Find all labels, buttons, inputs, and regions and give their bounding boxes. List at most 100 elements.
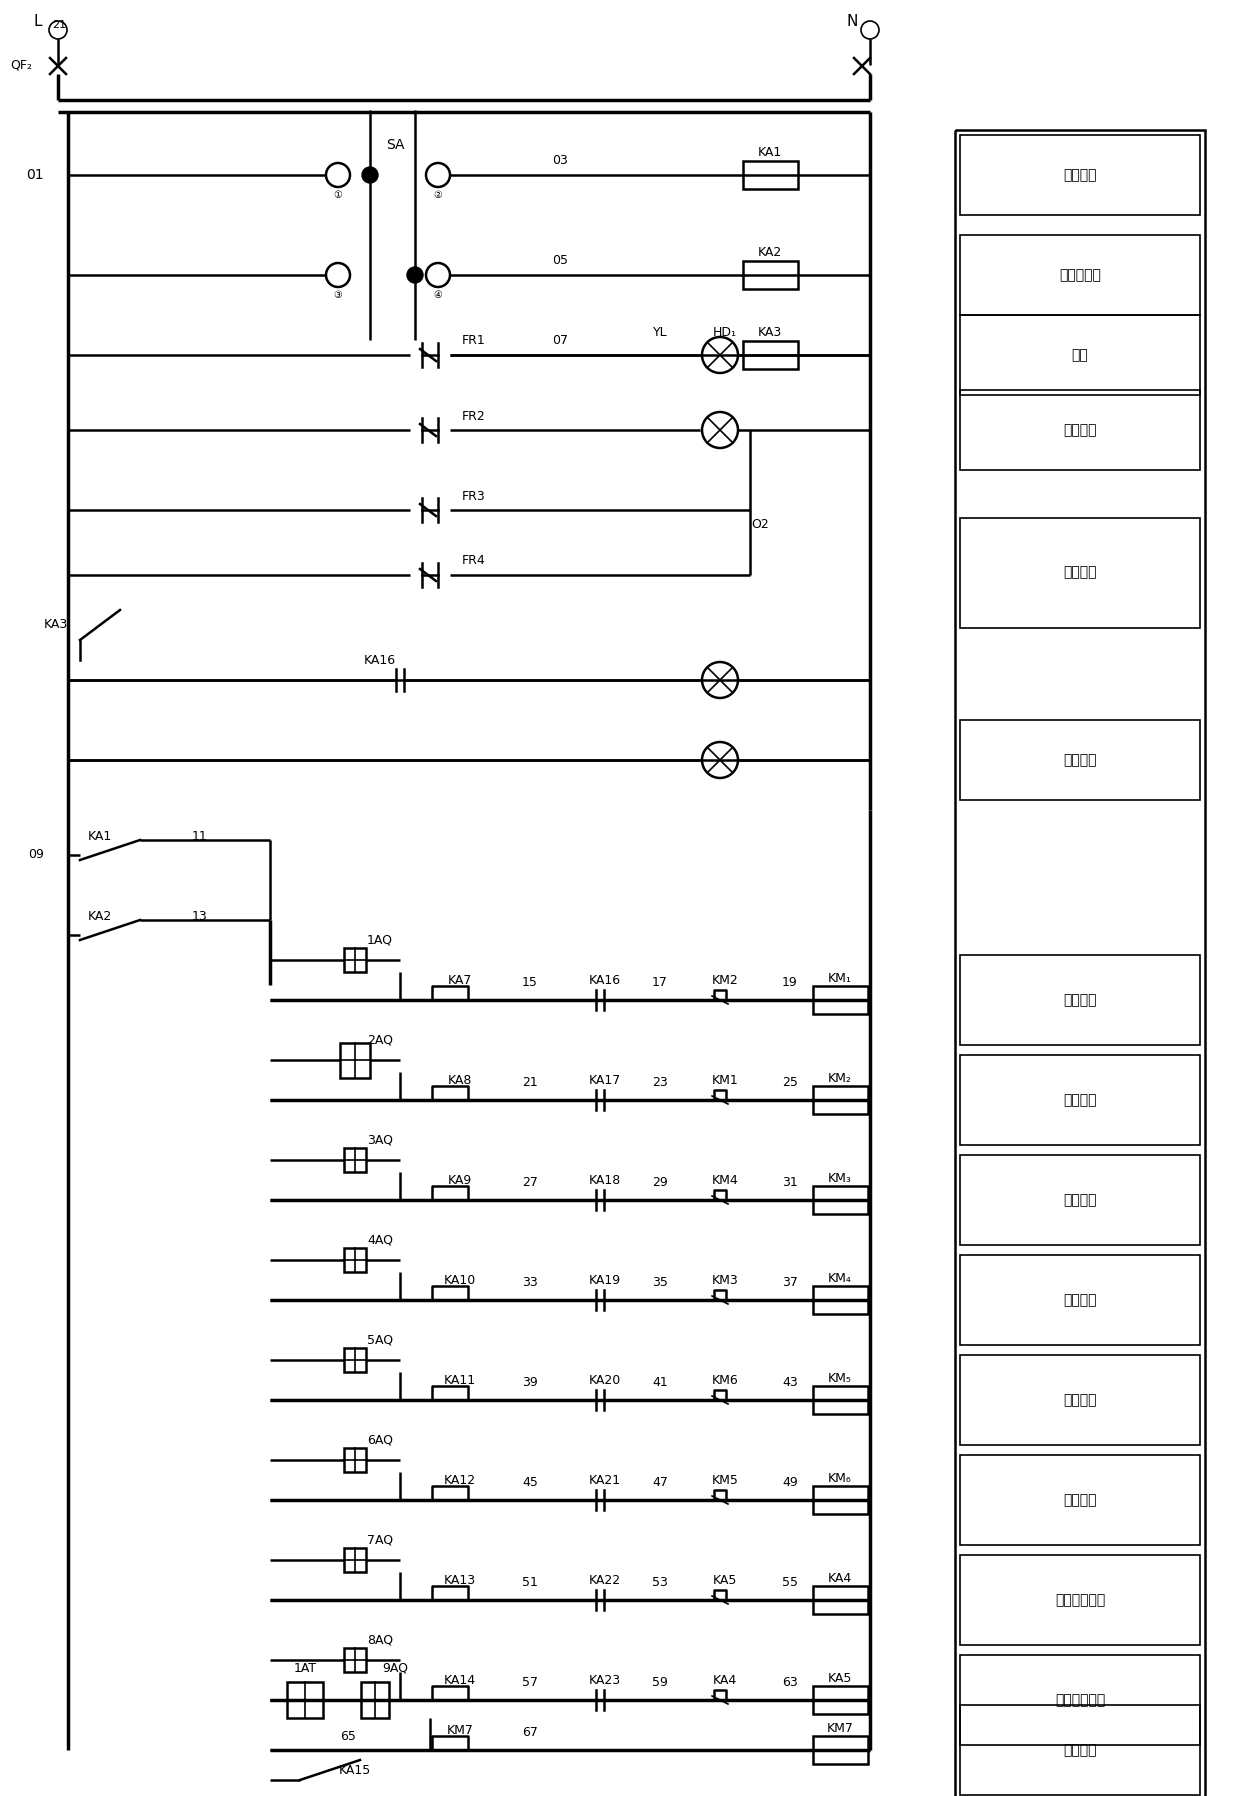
Text: KA4: KA4 <box>828 1572 852 1584</box>
Text: 37: 37 <box>782 1275 797 1288</box>
Bar <box>812 1586 868 1615</box>
Bar <box>960 517 1200 627</box>
Text: KM₄: KM₄ <box>828 1272 852 1284</box>
Text: 07: 07 <box>552 334 568 347</box>
Text: 51: 51 <box>522 1575 538 1588</box>
Text: 触摸屏操作: 触摸屏操作 <box>1059 268 1101 282</box>
Text: 67: 67 <box>522 1726 538 1739</box>
Text: 夹紧运行: 夹紧运行 <box>1063 1394 1096 1406</box>
Text: ④: ④ <box>434 289 443 300</box>
Bar <box>343 1448 366 1473</box>
Bar <box>812 986 868 1015</box>
Text: KA4: KA4 <box>713 1674 737 1686</box>
Text: KM₅: KM₅ <box>828 1372 852 1385</box>
Bar <box>960 1354 1200 1446</box>
Bar <box>286 1683 322 1719</box>
Bar <box>960 135 1200 216</box>
Text: 17: 17 <box>652 975 668 988</box>
Text: KM4: KM4 <box>712 1173 738 1187</box>
Text: 03: 03 <box>552 154 568 167</box>
Text: 缸头伸出运行: 缸头伸出运行 <box>1055 1593 1105 1607</box>
Text: 故障: 故障 <box>1071 348 1089 363</box>
Bar <box>343 1649 366 1672</box>
Bar <box>343 1148 366 1173</box>
Text: KA15: KA15 <box>339 1764 371 1776</box>
Bar <box>960 314 1200 395</box>
Text: 21: 21 <box>52 20 66 31</box>
Text: KA2: KA2 <box>758 246 782 259</box>
Text: KA19: KA19 <box>589 1273 621 1286</box>
Bar <box>955 129 1205 1796</box>
Text: KA5: KA5 <box>828 1672 852 1685</box>
Bar <box>960 235 1200 314</box>
Text: 25: 25 <box>782 1076 797 1088</box>
Bar <box>340 1042 370 1078</box>
Text: 设备运行: 设备运行 <box>1063 566 1096 580</box>
Text: 向上运行: 向上运行 <box>1063 1094 1096 1106</box>
Bar <box>960 1455 1200 1545</box>
Text: 7AQ: 7AQ <box>367 1534 393 1546</box>
Text: 59: 59 <box>652 1676 668 1688</box>
Text: FR4: FR4 <box>463 555 486 568</box>
Bar <box>743 162 797 189</box>
Circle shape <box>407 268 423 284</box>
Text: KM₁: KM₁ <box>828 972 852 984</box>
Text: 1AQ: 1AQ <box>367 934 393 946</box>
Text: 油泵运行: 油泵运行 <box>1063 1742 1096 1756</box>
Text: 55: 55 <box>782 1575 799 1588</box>
Text: KM₃: KM₃ <box>828 1171 852 1185</box>
Bar <box>960 955 1200 1045</box>
Text: FR3: FR3 <box>463 490 486 503</box>
Text: KM₂: KM₂ <box>828 1072 852 1085</box>
Text: 33: 33 <box>522 1275 538 1288</box>
Bar <box>343 1248 366 1272</box>
Text: 21: 21 <box>522 1076 538 1088</box>
Text: O2: O2 <box>751 517 769 530</box>
Bar <box>960 1555 1200 1645</box>
Text: 39: 39 <box>522 1376 538 1388</box>
Text: 电源指示: 电源指示 <box>1063 753 1096 767</box>
Text: 35: 35 <box>652 1275 668 1288</box>
Text: SA: SA <box>386 138 404 153</box>
Bar <box>343 948 366 972</box>
Bar <box>743 260 797 289</box>
Text: 27: 27 <box>522 1176 538 1189</box>
Bar <box>960 720 1200 799</box>
Text: KA13: KA13 <box>444 1573 476 1586</box>
Bar <box>960 1704 1200 1794</box>
Text: 11: 11 <box>192 830 208 844</box>
Text: 09: 09 <box>29 848 43 862</box>
Bar <box>812 1387 868 1413</box>
Bar <box>343 1349 366 1372</box>
Text: ③: ③ <box>334 289 342 300</box>
Text: KA11: KA11 <box>444 1374 476 1387</box>
Text: 29: 29 <box>652 1176 668 1189</box>
Text: N: N <box>847 14 858 29</box>
Text: KA12: KA12 <box>444 1473 476 1487</box>
Text: KA9: KA9 <box>448 1173 472 1187</box>
Text: KM6: KM6 <box>712 1374 738 1387</box>
Text: 故障指示: 故障指示 <box>1063 424 1096 436</box>
Text: 53: 53 <box>652 1575 668 1588</box>
Text: 向后运行: 向后运行 <box>1063 1293 1096 1307</box>
Text: L: L <box>33 14 42 29</box>
Text: 5AQ: 5AQ <box>367 1333 393 1347</box>
Text: 65: 65 <box>340 1730 356 1742</box>
Text: KA2: KA2 <box>88 911 112 923</box>
Text: 6AQ: 6AQ <box>367 1433 393 1446</box>
Text: KA1: KA1 <box>758 147 782 160</box>
Text: 57: 57 <box>522 1676 538 1688</box>
Text: KM₆: KM₆ <box>828 1471 852 1485</box>
Text: KA21: KA21 <box>589 1473 621 1487</box>
Text: KA22: KA22 <box>589 1573 621 1586</box>
Text: 3AQ: 3AQ <box>367 1133 393 1146</box>
Text: KM3: KM3 <box>712 1273 738 1286</box>
Text: 49: 49 <box>782 1476 797 1489</box>
Text: 01: 01 <box>26 169 43 181</box>
Text: KA3: KA3 <box>43 618 68 632</box>
Text: KA3: KA3 <box>758 327 782 339</box>
Text: 45: 45 <box>522 1476 538 1489</box>
Text: KA5: KA5 <box>713 1573 738 1586</box>
Text: KA17: KA17 <box>589 1074 621 1087</box>
Text: KM2: KM2 <box>712 973 738 986</box>
